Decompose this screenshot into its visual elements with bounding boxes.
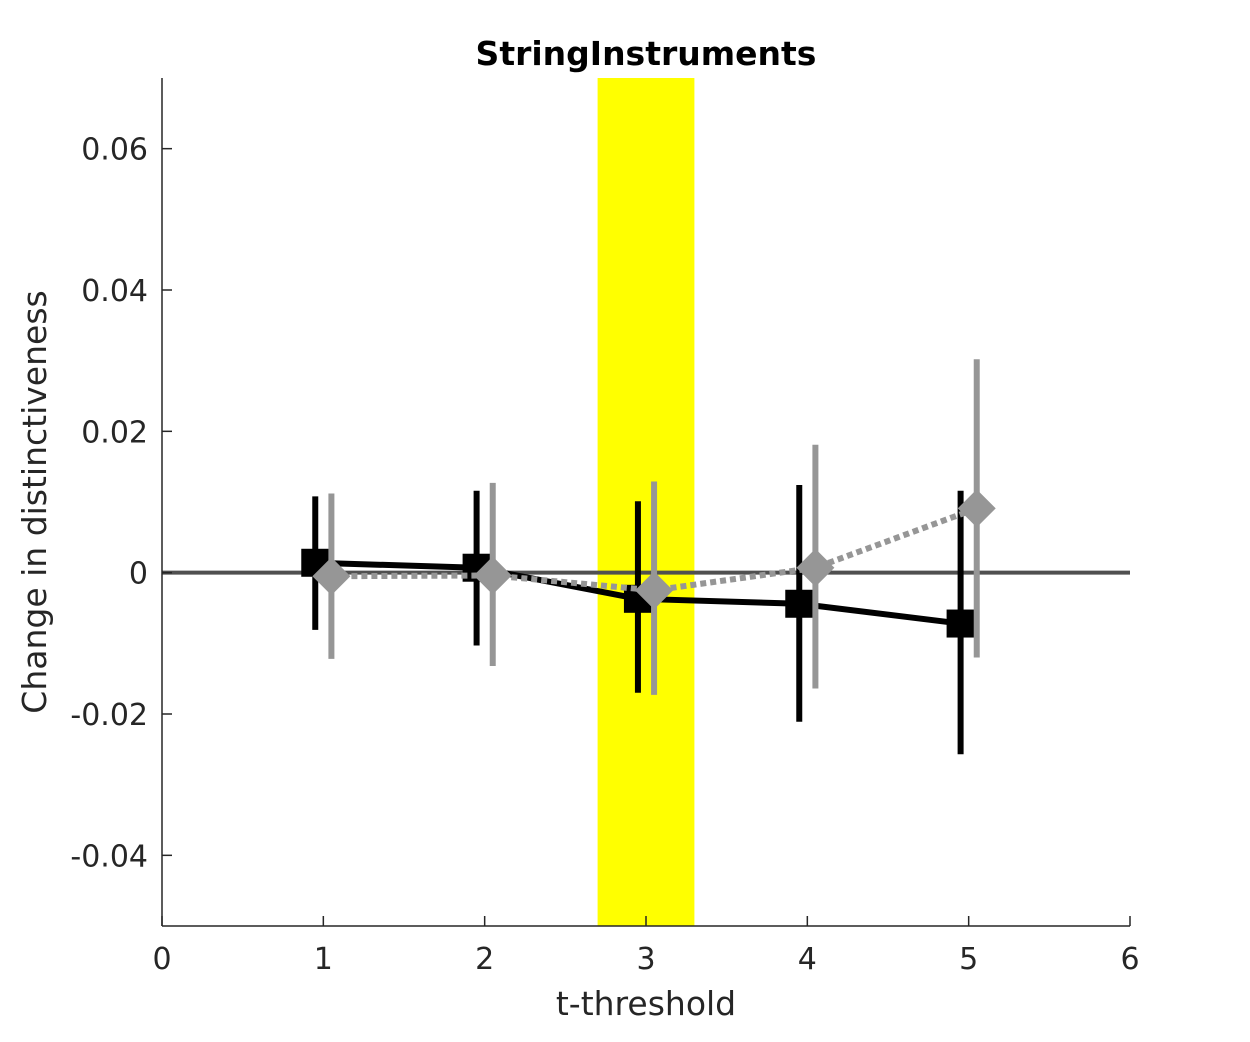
- x-tick-label: 3: [636, 942, 655, 977]
- x-tick-label: 4: [798, 942, 817, 977]
- x-tick-label: 2: [475, 942, 494, 977]
- data-point: [946, 609, 975, 638]
- x-tick-label: 5: [959, 942, 978, 977]
- highlight-band: [597, 78, 695, 926]
- series-layer: [301, 359, 996, 755]
- y-tick-label: 0.06: [81, 133, 148, 168]
- series-1: [312, 359, 996, 695]
- x-tick-label: 6: [1120, 942, 1139, 977]
- y-tick-label: -0.02: [70, 698, 148, 733]
- highlight-band-layer: [597, 78, 695, 926]
- chart-title: StringInstruments: [476, 34, 817, 73]
- y-tick-label: 0.04: [81, 274, 148, 309]
- x-tick-label: 0: [152, 942, 171, 977]
- data-point: [785, 589, 814, 618]
- x-axis-title: t-threshold: [556, 984, 736, 1023]
- data-point: [635, 571, 674, 610]
- y-axis-title: Change in distinctiveness: [15, 290, 54, 713]
- y-tick-label: 0: [129, 557, 148, 592]
- x-tick-label: 1: [314, 942, 333, 977]
- axes-layer: 0 1 2 3 4 5 6 -0.04 -0.02 0 0.02 0.04 0.06: [70, 78, 1140, 977]
- y-tick-label: -0.04: [70, 839, 148, 874]
- data-point: [796, 548, 835, 587]
- data-point: [957, 489, 996, 528]
- y-tick-label: 0.02: [81, 415, 148, 450]
- data-point: [473, 556, 512, 595]
- data-point: [312, 557, 351, 596]
